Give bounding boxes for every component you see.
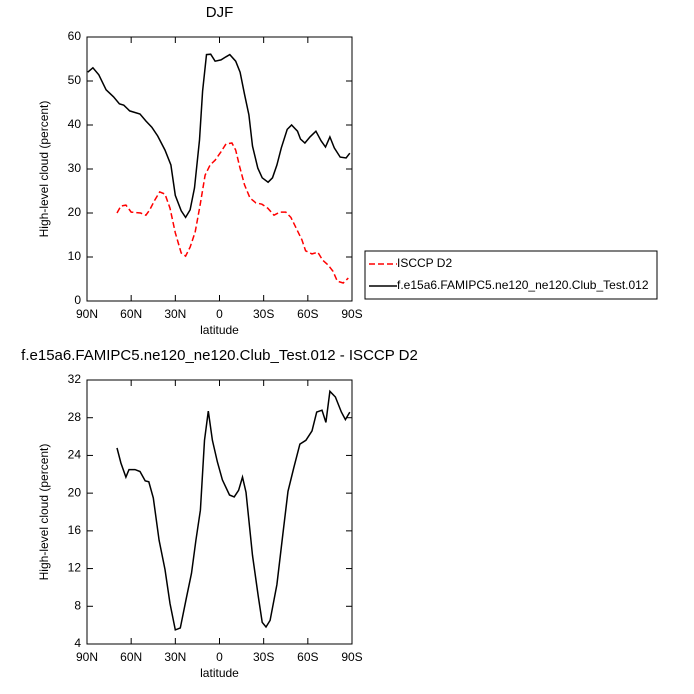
x-tick-label: 0 — [216, 307, 223, 321]
x-tick-label: 90S — [341, 650, 362, 664]
y-tick-label: 12 — [68, 561, 82, 575]
x-tick-label: 60S — [297, 650, 318, 664]
y-axis-label: High-level cloud (percent) — [37, 444, 51, 581]
y-tick-label: 28 — [68, 410, 82, 424]
x-tick-label: 0 — [216, 650, 223, 664]
x-tick-label: 30S — [253, 650, 274, 664]
y-tick-label: 32 — [68, 372, 82, 386]
y-tick-label: 16 — [68, 523, 82, 537]
y-tick-label: 20 — [68, 205, 82, 219]
x-tick-label: 90N — [76, 650, 98, 664]
y-tick-label: 0 — [74, 293, 81, 307]
chart-title: f.e15a6.FAMIPC5.ne120_ne120.Club_Test.01… — [21, 347, 418, 364]
plot-frame — [86, 36, 353, 302]
legend-box — [364, 250, 658, 300]
y-tick-label: 24 — [68, 448, 82, 462]
x-tick-label: 60N — [120, 307, 142, 321]
x-tick-label: 30S — [253, 307, 274, 321]
y-tick-label: 4 — [74, 636, 81, 650]
y-tick-label: 8 — [74, 598, 81, 612]
x-tick-label: 30N — [164, 307, 186, 321]
y-tick-label: 30 — [68, 161, 82, 175]
plot-frame — [86, 379, 353, 645]
legend-label: f.e15a6.FAMIPC5.ne120_ne120.Club_Test.01… — [397, 278, 649, 292]
y-tick-label: 60 — [68, 29, 82, 43]
x-tick-label: 60S — [297, 307, 318, 321]
y-tick-label: 10 — [68, 249, 82, 263]
chart-title: DJF — [206, 4, 234, 21]
legend-label: ISCCP D2 — [397, 256, 452, 270]
data-line — [116, 389, 351, 631]
x-tick-label: 90N — [76, 307, 98, 321]
x-tick-label: 30N — [164, 650, 186, 664]
x-axis-label: latitude — [200, 666, 239, 680]
data-line — [87, 53, 351, 219]
y-tick-label: 50 — [68, 73, 82, 87]
y-tick-label: 20 — [68, 485, 82, 499]
y-tick-label: 40 — [68, 117, 82, 131]
x-tick-label: 90S — [341, 307, 362, 321]
data-line — [116, 142, 349, 284]
y-axis-label: High-level cloud (percent) — [37, 101, 51, 238]
x-axis-label: latitude — [200, 323, 239, 337]
x-tick-label: 60N — [120, 650, 142, 664]
